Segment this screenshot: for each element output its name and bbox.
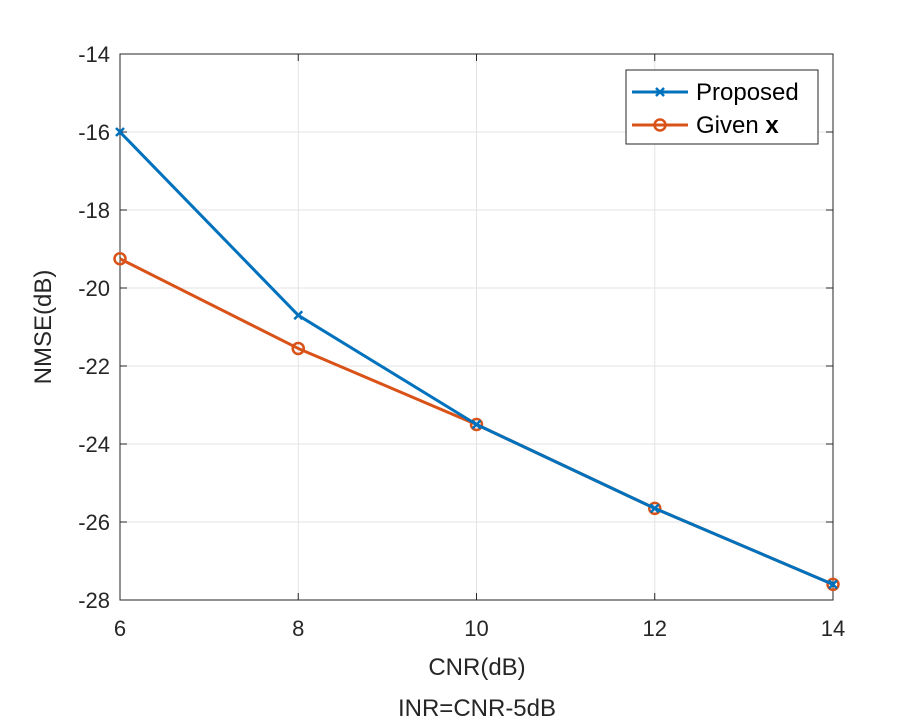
legend: Proposed Given x: [625, 69, 819, 145]
y-tick-label: -24: [78, 432, 110, 457]
data-point-proposed: [471, 419, 482, 430]
legend-label-given-text: Given: [696, 112, 765, 139]
legend-label-proposed: Proposed: [696, 79, 799, 106]
y-tick-label: -26: [78, 510, 110, 535]
data-point-given-x: [291, 341, 305, 356]
legend-marker-proposed: [655, 87, 665, 97]
grid-lines: [119, 53, 834, 601]
x-tick-label: 10: [464, 616, 488, 641]
data-point-given-x: [113, 252, 127, 266]
x-axis-subtitle: INR=CNR-5dB: [398, 695, 556, 722]
y-tick-label: -20: [78, 276, 110, 301]
x-tick-label: 12: [643, 616, 667, 641]
axis-ticks: [119, 53, 834, 601]
y-tick-label: -16: [78, 120, 110, 145]
legend-label-given: Given x: [696, 112, 779, 139]
y-tick-label: -14: [78, 42, 110, 67]
x-tick-label: 8: [292, 616, 304, 641]
x-axis-title: CNR(dB): [428, 654, 525, 681]
y-tick-label: -22: [78, 354, 110, 379]
y-tick-label: -18: [78, 198, 110, 223]
x-tick-label: 14: [821, 616, 845, 641]
legend-x-marker: [655, 87, 665, 97]
legend-marker-given: [653, 118, 667, 132]
y-axis-title: NMSE(dB): [30, 270, 57, 385]
data-point-given-x: [826, 577, 840, 592]
data-point-proposed: [649, 503, 660, 514]
data-point-given-x: [648, 501, 662, 516]
legend-label-given-bold: x: [765, 112, 779, 139]
data-point-proposed: [293, 310, 304, 321]
x-tick-label: 6: [114, 616, 126, 641]
legend-box: [625, 69, 819, 145]
data-point-given-x: [469, 417, 484, 432]
tick-labels: 6 8 10 12 14 -28 -26 -24 -22 -20 -18 -16 -14: [78, 42, 845, 641]
y-tick-label: -28: [78, 588, 110, 613]
series-layer: [113, 127, 840, 592]
data-point-proposed: [828, 579, 838, 590]
data-point-proposed: [115, 127, 125, 137]
